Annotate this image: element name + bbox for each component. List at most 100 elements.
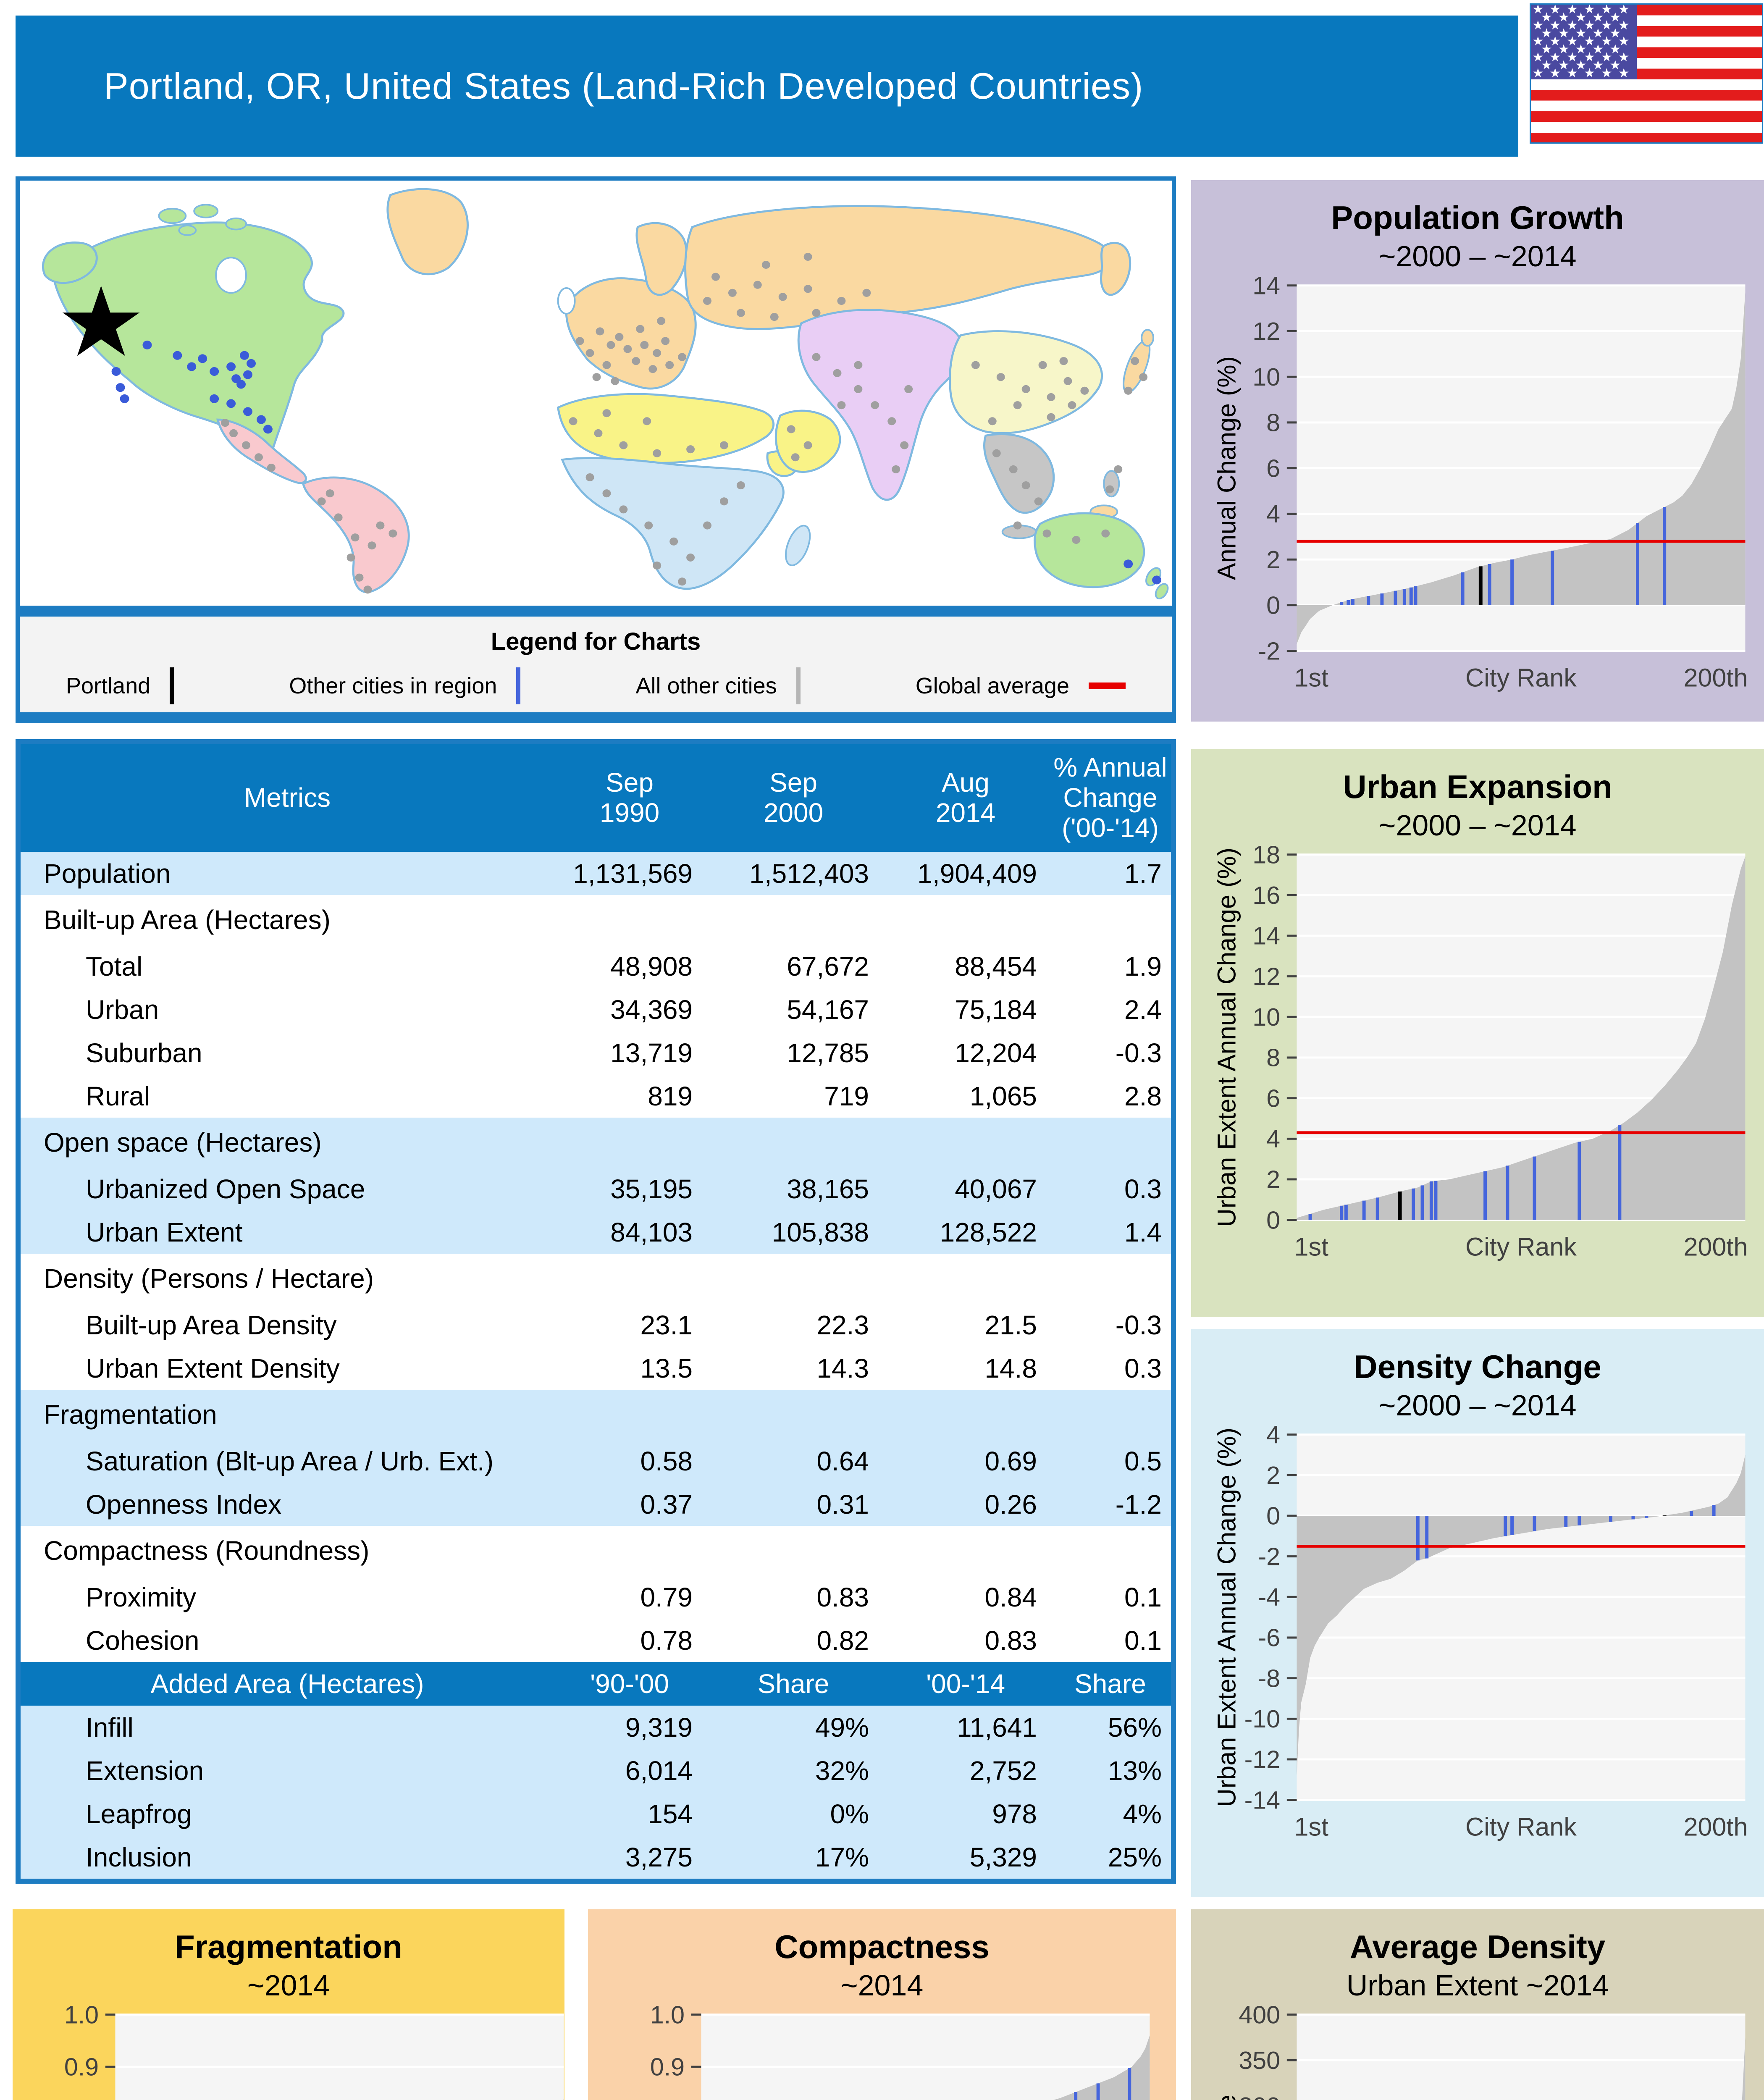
- row-value: 0.83: [816, 1582, 869, 1612]
- row-value: 0.78: [640, 1625, 693, 1656]
- table-row: Openness Index 0.37 0.31 0.26 -1.2: [21, 1483, 1171, 1526]
- svg-text:10: 10: [1252, 363, 1280, 391]
- row-value: 0.5: [1124, 1446, 1162, 1476]
- row-value: 12,204: [955, 1037, 1037, 1068]
- added-col-header: Added Area (Hectares): [150, 1669, 424, 1699]
- metrics-table: Metrics Sep 1990 Sep 2000 Aug 2014 % Ann…: [16, 739, 1176, 1884]
- row-value: 6,014: [625, 1755, 693, 1786]
- row-value: 54,167: [787, 994, 869, 1025]
- col-header-metrics: Metrics: [244, 782, 331, 813]
- page-title: Portland, OR, United States (Land-Rich D…: [104, 65, 1144, 107]
- svg-text:6: 6: [1266, 1084, 1280, 1112]
- table-row: Total 48,908 67,672 88,454 1.9: [21, 945, 1171, 988]
- svg-text:0.9: 0.9: [650, 2053, 685, 2081]
- table-row: Population 1,131,569 1,512,403 1,904,409 1.7: [21, 852, 1171, 895]
- table-row: Fragmentation: [21, 1390, 1171, 1439]
- row-label: Cohesion: [86, 1625, 200, 1656]
- table-row: Urban Extent Density 13.5 14.3 14.8 0.3: [21, 1347, 1171, 1390]
- chart-plot: 0.30.40.50.60.70.80.91.01stCity Rank200t…: [588, 2006, 1176, 2100]
- row-value: 1,904,409: [917, 858, 1037, 889]
- chart-subtitle: Urban Extent ~2014: [1346, 1969, 1609, 2002]
- row-value: 22.3: [816, 1310, 869, 1340]
- legend-item: All other cities: [636, 667, 801, 704]
- row-value: -0.3: [1115, 1037, 1162, 1068]
- row-value: 0.3: [1124, 1353, 1162, 1383]
- row-value: 154: [648, 1798, 693, 1829]
- row-value: 48,908: [610, 951, 693, 982]
- row-label: Suburban: [86, 1037, 202, 1068]
- row-value: 1.7: [1124, 858, 1162, 889]
- svg-text:8: 8: [1266, 1044, 1280, 1072]
- row-value: 40,067: [955, 1173, 1037, 1204]
- row-value: 14.3: [816, 1353, 869, 1383]
- added-col-header: Share: [757, 1669, 830, 1699]
- svg-text:-2: -2: [1258, 1542, 1281, 1570]
- svg-text:10: 10: [1252, 1003, 1280, 1031]
- map-legend-panel: ★ Legend for Charts Portland Other cities…: [16, 176, 1176, 723]
- col-header-1990: Sep 1990: [599, 767, 660, 828]
- row-value: 819: [648, 1081, 693, 1111]
- chart-subtitle: ~2000 – ~2014: [1378, 809, 1577, 842]
- row-value: 2.4: [1124, 994, 1162, 1025]
- legend-item: Portland: [66, 667, 174, 704]
- chart-title: Density Change: [1354, 1348, 1601, 1385]
- chart-subtitle: ~2014: [247, 1969, 330, 2002]
- svg-text:Persons / Hectare: Persons / Hectare: [1213, 2095, 1241, 2100]
- row-value: -1.2: [1115, 1489, 1162, 1520]
- row-label: Population: [44, 858, 171, 889]
- row-value: 978: [992, 1798, 1037, 1829]
- svg-text:0.9: 0.9: [64, 2053, 99, 2081]
- col-header-2000: Sep 2000: [763, 767, 824, 828]
- svg-text:4: 4: [1266, 1125, 1280, 1153]
- chart-urban-expansion: Urban Expansion ~2000 – ~2014 0 2 4 6 8 10 12 1…: [1191, 749, 1764, 1317]
- svg-text:0: 0: [1266, 591, 1280, 620]
- portland-star-marker: ★: [56, 268, 146, 376]
- row-value: 84,103: [610, 1217, 693, 1247]
- chart-fragmentation: Fragmentation ~2014 0.30.40.50.60.70.80.…: [13, 1909, 564, 2100]
- table-row: Saturation (Blt-up Area / Urb. Ext.) 0.58…: [21, 1439, 1171, 1483]
- row-value: 17%: [815, 1842, 869, 1872]
- row-value: 21.5: [984, 1310, 1037, 1340]
- svg-text:1st: 1st: [1294, 1812, 1329, 1841]
- chart-population-growth: Population Growth ~2000 – ~2014 -2 0 2 4 6 8 1…: [1191, 180, 1764, 722]
- svg-text:4: 4: [1266, 1425, 1280, 1449]
- svg-text:8: 8: [1266, 409, 1280, 437]
- row-label: Leapfrog: [86, 1798, 192, 1829]
- svg-text:12: 12: [1252, 962, 1280, 990]
- svg-text:300: 300: [1239, 2092, 1280, 2100]
- row-label: Fragmentation: [44, 1399, 217, 1430]
- svg-text:Annual Change (%): Annual Change (%): [1213, 356, 1241, 580]
- col-header-2014: Aug 2014: [935, 767, 996, 828]
- legend-item: Global average: [916, 673, 1126, 699]
- added-area-header: Added Area (Hectares) '90-'00 Share '00-'14…: [21, 1662, 1171, 1706]
- row-value: 67,672: [787, 951, 869, 982]
- row-value: 0.84: [984, 1582, 1037, 1612]
- row-value: 25%: [1108, 1842, 1162, 1872]
- legend-item-label: All other cities: [635, 673, 777, 698]
- svg-text:4: 4: [1266, 500, 1280, 528]
- red-line-icon: [1089, 682, 1126, 689]
- row-value: 0.79: [640, 1582, 693, 1612]
- svg-text:0: 0: [1266, 1206, 1280, 1234]
- row-value: 0.83: [984, 1625, 1037, 1656]
- row-value: 0.31: [816, 1489, 869, 1520]
- row-value: 0.64: [816, 1446, 869, 1476]
- row-value: 128,522: [940, 1217, 1037, 1247]
- row-label: Total: [86, 951, 143, 982]
- chart-plot: 0 2 4 6 8 10 12 14 16 18 1st City Rank 200th Urban Ex…: [1191, 845, 1764, 1292]
- table-row: Suburban 13,719 12,785 12,204 -0.3: [21, 1031, 1171, 1074]
- added-area-body: Infill 9,319 49% 11,641 56% Extension 6,014 32%…: [21, 1706, 1171, 1879]
- added-col-header: '00-'14: [926, 1669, 1005, 1699]
- row-label: Urban: [86, 994, 159, 1025]
- svg-text:1.0: 1.0: [650, 2006, 685, 2029]
- row-label: Inclusion: [86, 1842, 192, 1872]
- table-row: Compactness (Roundness): [21, 1526, 1171, 1575]
- us-flag-icon: ★★★★★★ ★★★★★ ★★★★★★ ★★★★★ ★★★★★★ ★★★★★ ★…: [1530, 3, 1763, 144]
- row-value: 13,719: [610, 1037, 693, 1068]
- row-value: 0.26: [984, 1489, 1037, 1520]
- row-label: Urban Extent Density: [86, 1353, 340, 1383]
- black-bar-icon: [170, 667, 174, 704]
- svg-text:14: 14: [1252, 922, 1280, 950]
- table-row: Urbanized Open Space 35,195 38,165 40,067 0.…: [21, 1167, 1171, 1210]
- chart-compactness: Compactness ~2014 0.30.40.50.60.70.80.91…: [588, 1909, 1176, 2100]
